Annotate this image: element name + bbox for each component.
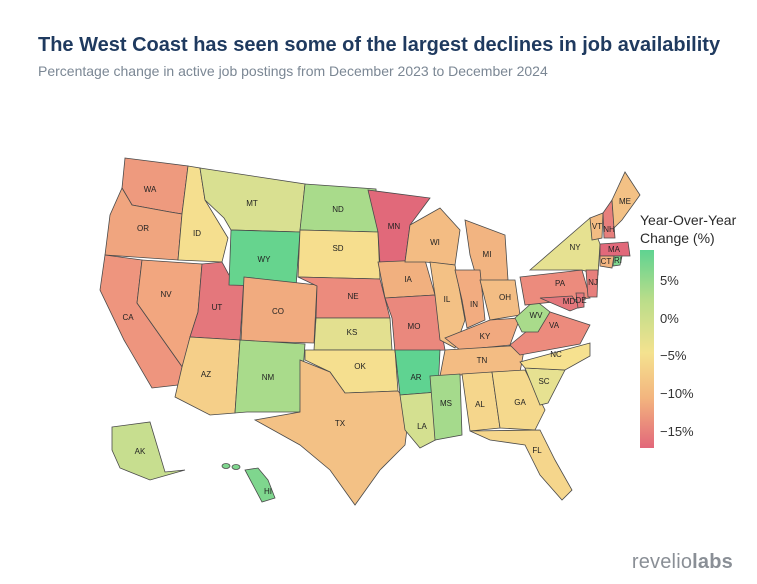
state-label-ak: AK (135, 447, 146, 456)
state-label-ny: NY (569, 243, 581, 252)
state-in (454, 269, 486, 329)
state-label-ri: RI (614, 256, 622, 265)
state-label-sd: SD (332, 244, 343, 253)
state-fl (469, 429, 573, 501)
state-label-wa: WA (144, 185, 157, 194)
state-tx (253, 359, 411, 506)
state-label-id: ID (193, 229, 201, 238)
state-ms (429, 373, 463, 441)
state-ct (599, 255, 615, 269)
state-label-va: VA (549, 321, 560, 330)
legend-colorbar (640, 250, 654, 448)
state-nj (585, 269, 599, 298)
state-label-ct: CT (601, 257, 612, 266)
state-label-fl: FL (532, 446, 542, 455)
state-label-ut: UT (212, 303, 223, 312)
state-label-ca: CA (122, 313, 134, 322)
state-label-vt: VT (592, 222, 602, 231)
legend-tick-5: 5% (660, 273, 679, 288)
state-label-ga: GA (514, 398, 526, 407)
state-label-de: DE (575, 296, 586, 305)
state-ny (528, 217, 601, 276)
state-label-il: IL (444, 295, 451, 304)
state-ak (111, 421, 186, 481)
state-label-in: IN (470, 300, 478, 309)
state-nm (234, 339, 306, 414)
legend-tick-minus15: −15% (660, 424, 694, 439)
state-label-wy: WY (258, 255, 272, 264)
map-subtitle: Percentage change in active job postings… (38, 63, 548, 79)
brand-part2: labs (692, 551, 733, 573)
state-label-ok: OK (354, 362, 366, 371)
state-label-ia: IA (404, 275, 412, 284)
legend-tick-minus10: −10% (660, 386, 694, 401)
state-label-sc: SC (538, 377, 549, 386)
state-label-la: LA (417, 422, 427, 431)
state-vt (589, 212, 604, 241)
state-ky (444, 317, 521, 351)
state-label-wv: WV (530, 311, 544, 320)
brand-logo: reveliolabs (632, 551, 733, 574)
state-hi (244, 467, 276, 503)
state-label-pa: PA (555, 279, 566, 288)
state-co (240, 276, 318, 344)
state-label-mn: MN (388, 222, 401, 231)
legend-title-line2: Change (%) (640, 230, 715, 246)
state-de (575, 292, 585, 309)
state-label-ma: MA (608, 245, 621, 254)
map-title: The West Coast has seen some of the larg… (38, 34, 721, 56)
hawaii-island-0 (231, 464, 241, 470)
state-label-al: AL (475, 400, 485, 409)
state-label-tx: TX (335, 419, 346, 428)
state-label-tn: TN (477, 356, 488, 365)
state-label-nm: NM (262, 373, 275, 382)
state-il (429, 261, 466, 349)
brand-part1: revelio (631, 551, 693, 573)
state-label-nc: NC (550, 350, 562, 359)
state-label-or: OR (137, 224, 149, 233)
state-label-nj: NJ (588, 278, 598, 287)
state-label-mo: MO (408, 322, 421, 331)
legend-tick-0: 0% (660, 311, 679, 326)
state-label-me: ME (619, 197, 631, 206)
legend-title: Year-Over-Year Change (%) (640, 211, 736, 247)
state-label-ks: KS (347, 328, 358, 337)
state-label-wi: WI (430, 238, 440, 247)
state-label-nd: ND (332, 205, 344, 214)
state-label-mt: MT (246, 199, 258, 208)
state-ri (612, 255, 623, 267)
state-nc (519, 342, 591, 371)
state-label-ar: AR (410, 373, 421, 382)
state-label-az: AZ (201, 370, 211, 379)
state-sd (297, 229, 381, 280)
state-label-md: MD (563, 297, 576, 306)
state-label-ms: MS (440, 399, 452, 408)
state-ma (599, 241, 631, 257)
state-label-hi: HI (264, 487, 272, 496)
state-label-ky: KY (480, 332, 491, 341)
state-label-ne: NE (347, 292, 358, 301)
state-label-nh: NH (603, 225, 615, 234)
state-label-oh: OH (499, 293, 511, 302)
state-label-mi: MI (483, 250, 492, 259)
state-me (611, 171, 641, 229)
legend-tick-minus5: −5% (660, 348, 687, 363)
state-label-nv: NV (160, 290, 172, 299)
legend-title-line1: Year-Over-Year (640, 212, 737, 228)
state-nh (602, 198, 616, 239)
hawaii-island-1 (221, 463, 231, 469)
state-label-co: CO (272, 307, 284, 316)
